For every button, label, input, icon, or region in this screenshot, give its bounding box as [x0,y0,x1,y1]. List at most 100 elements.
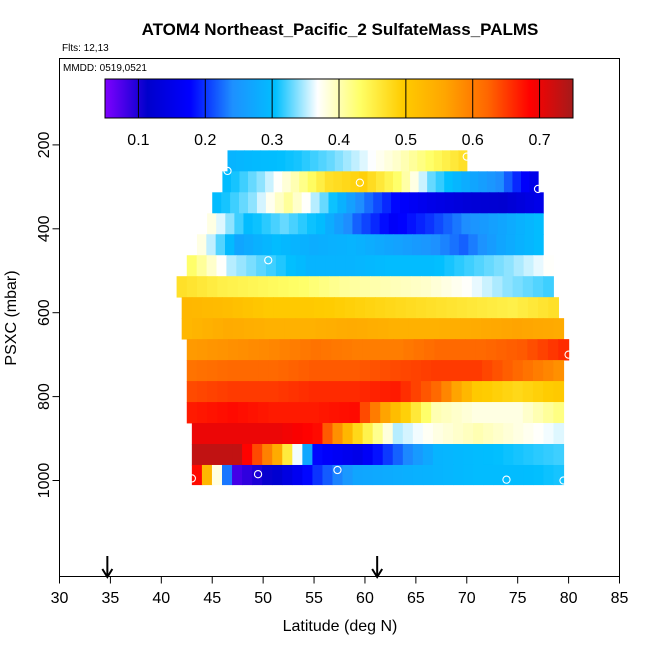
heatmap-cell [230,192,240,214]
heatmap-cell [222,318,234,340]
heatmap-cell [524,213,535,235]
heatmap-cell [256,171,266,193]
heatmap-cell [293,297,305,319]
heatmap-cell [191,464,203,486]
heatmap-cell [431,381,442,403]
heatmap-cell [511,318,523,340]
heatmap-cell [442,444,454,466]
heatmap-cell [471,360,483,382]
heatmap-cell [282,464,293,486]
heatmap-cell [346,318,358,340]
heatmap-cell [269,339,281,361]
heatmap-cell [217,276,229,298]
heatmap-cell [402,444,414,466]
heatmap-cell [380,402,392,424]
heatmap-cell [221,464,233,486]
heatmap-cell [232,423,243,445]
heatmap-cell [442,150,451,172]
heatmap-cell [527,339,539,361]
heatmap-cell [186,255,198,277]
heatmap-cell [268,276,280,298]
heatmap-cell [427,171,437,193]
heatmap-cell [324,171,334,193]
heatmap-cell [344,297,356,319]
heatmap-cell [558,339,570,361]
x-axis-label: Latitude (deg N) [283,618,398,635]
heatmap-cell [364,192,374,214]
x-tick-label: 85 [611,590,629,607]
heatmap-cell [221,423,233,445]
heatmap-cell [258,276,269,298]
heatmap-cell [237,381,249,403]
heatmap-cell [225,234,235,256]
heatmap-cell [452,213,463,235]
heatmap-cell [289,339,301,361]
heatmap-cell [492,276,504,298]
heatmap-cell [196,255,208,277]
heatmap-cell [328,192,339,214]
heatmap-cell [292,464,303,486]
heatmap-cell [458,150,468,172]
heatmap-cell [303,297,315,319]
heatmap-cell [534,192,544,214]
heatmap-cell [513,444,524,466]
heatmap-cell [308,276,320,298]
heatmap-cell [498,192,508,214]
heatmap-cell [207,276,218,298]
plot-frame [59,58,620,577]
sample-marker [559,476,568,485]
heatmap-cell [412,234,423,256]
heatmap-cell [449,318,461,340]
heatmap-cell [532,381,544,403]
heatmap-cell [475,339,487,361]
heatmap-cell [349,402,361,424]
heatmap-cell [483,464,494,486]
heatmap-cell [435,192,446,214]
heatmap-cell [413,339,425,361]
heatmap-cell [513,423,524,445]
heatmap-cell [553,360,565,382]
heatmap-cell [532,360,544,382]
heatmap-cell [342,444,354,466]
heatmap-cell [497,297,509,319]
heatmap-cell [186,339,198,361]
heatmap-cell [196,381,208,403]
heatmap-cell [282,423,293,445]
heatmap-cell [268,402,280,424]
heatmap-cell [181,297,193,319]
heatmap-cell [322,423,334,445]
heatmap-cell [384,234,395,256]
heatmap-cell [359,360,371,382]
heatmap-cell [237,276,249,298]
heatmap-cell [337,234,348,256]
heatmap-cell [479,213,490,235]
heatmap-cell [277,150,286,172]
heatmap-cell [364,297,376,319]
heatmap-cell [290,171,300,193]
heatmap-cell [412,464,424,486]
heatmap-cell [382,464,394,486]
heatmap-cell [385,297,397,319]
heatmap-cell [537,339,549,361]
heatmap-cell [382,423,394,445]
x-tick-label: 50 [254,590,272,607]
heatmap-cell [491,318,503,340]
heatmap-cell [486,234,497,256]
heatmap-cell [207,339,219,361]
heatmap-cell [393,339,405,361]
heatmap-cell [324,297,336,319]
heatmap-cell [523,464,534,486]
heatmap-cell [512,381,524,403]
heatmap-cell [342,423,354,445]
heatmap-cell [373,192,383,214]
heatmap-cell [212,192,222,214]
heatmap-cell [176,276,188,298]
heatmap-cell [523,255,535,277]
heatmap-cell [320,339,332,361]
heatmap-cell [211,423,223,445]
heatmap-cell [410,402,422,424]
heatmap-cell [462,192,473,214]
heatmap-cell [365,234,376,256]
heatmap-cell [268,381,280,403]
heatmap-cell [451,276,463,298]
